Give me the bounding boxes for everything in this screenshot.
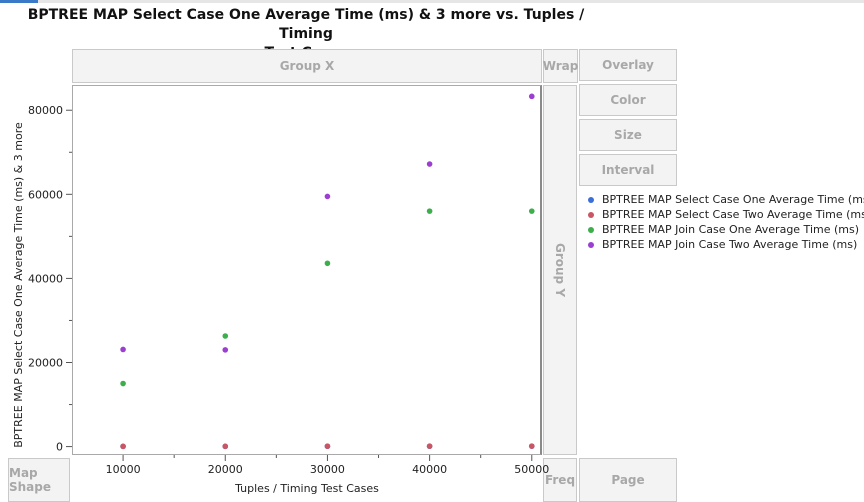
interval-label: Interval [601, 163, 655, 177]
x-tick-label: 50000 [514, 463, 549, 476]
color-label: Color [610, 93, 646, 107]
group-x-label: Group X [279, 59, 335, 73]
x-tick-label: 30000 [310, 463, 345, 476]
legend-marker [588, 241, 594, 248]
data-point [120, 380, 126, 387]
legend: BPTREE MAP Select Case One Average Time … [588, 192, 864, 252]
color-zone[interactable]: Color [579, 84, 677, 116]
data-point [222, 333, 229, 339]
data-point [222, 347, 229, 353]
legend-item[interactable]: BPTREE MAP Select Case Two Average Time … [588, 207, 864, 222]
x-axis-title: Tuples / Timing Test Cases [234, 482, 379, 495]
legend-item[interactable]: BPTREE MAP Select Case One Average Time … [588, 192, 864, 207]
legend-label: BPTREE MAP Join Case One Average Time (m… [602, 223, 860, 236]
data-point [222, 443, 229, 450]
legend-item[interactable]: BPTREE MAP Join Case Two Average Time (m… [588, 237, 864, 252]
active-tab-accent [0, 0, 38, 3]
legend-marker [588, 211, 594, 218]
y-tick-label: 0 [56, 441, 63, 454]
data-point [528, 208, 535, 214]
size-zone[interactable]: Size [579, 119, 677, 151]
wrap-label: Wrap [542, 59, 579, 73]
x-tick-label: 10000 [106, 463, 141, 476]
map-shape-label: Map Shape [9, 466, 52, 494]
wrap-zone[interactable]: Wrap [543, 49, 578, 83]
map-shape-zone[interactable]: Map Shape [8, 458, 70, 502]
page-label: Page [611, 473, 645, 487]
top-border [0, 0, 864, 3]
interval-zone[interactable]: Interval [579, 154, 677, 186]
legend-label: BPTREE MAP Join Case Two Average Time (m… [602, 238, 858, 251]
y-tick-label: 80000 [28, 104, 63, 117]
data-point [324, 443, 331, 450]
x-tick-label: 40000 [412, 463, 447, 476]
data-point [528, 443, 535, 449]
freq-label: Freq [544, 473, 576, 487]
group-y-zone[interactable]: Group Y [543, 85, 577, 455]
group-y-label: Group Y [553, 242, 567, 297]
data-point [528, 93, 535, 100]
chart-title-line-1: BPTREE MAP Select Case One Average Time … [27, 7, 585, 42]
data-point [120, 443, 126, 450]
group-x-zone[interactable]: Group X [72, 49, 542, 83]
legend-marker [588, 226, 594, 233]
data-point [426, 443, 433, 449]
data-point [324, 193, 331, 200]
plot-frame [72, 85, 542, 455]
size-label: Size [614, 128, 642, 142]
y-tick-label: 60000 [28, 188, 63, 201]
legend-item[interactable]: BPTREE MAP Join Case One Average Time (m… [588, 222, 864, 237]
x-tick-label: 20000 [208, 463, 243, 476]
legend-marker [588, 196, 594, 203]
legend-label: BPTREE MAP Select Case Two Average Time … [602, 208, 864, 221]
data-point [426, 208, 433, 214]
y-axis-title: BPTREE MAP Select Case One Average Time … [12, 122, 25, 448]
overlay-zone[interactable]: Overlay [579, 49, 677, 81]
legend-label: BPTREE MAP Select Case One Average Time … [602, 193, 864, 206]
page-zone[interactable]: Page [579, 458, 677, 502]
y-tick-label: 40000 [28, 272, 63, 285]
data-point [120, 346, 126, 353]
data-point [324, 260, 331, 267]
y-tick-label: 20000 [28, 357, 63, 370]
freq-zone[interactable]: Freq [543, 458, 577, 502]
data-point [426, 161, 433, 167]
overlay-label: Overlay [602, 58, 654, 72]
